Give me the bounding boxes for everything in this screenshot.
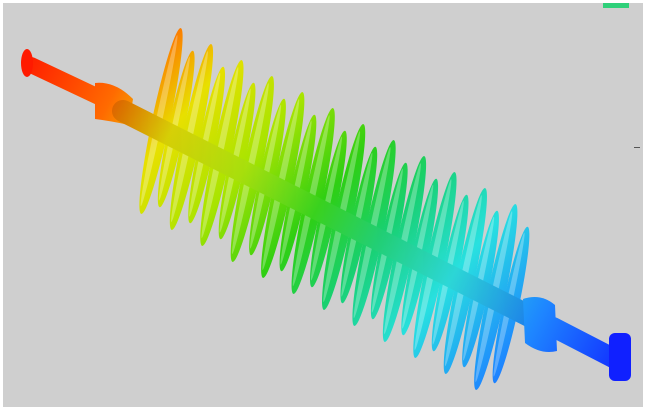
end-fitting-left <box>23 57 111 107</box>
core-shading <box>112 100 554 334</box>
3d-viewport[interactable] <box>3 3 643 407</box>
insulator-body <box>21 49 631 381</box>
end-cap-left <box>21 49 33 77</box>
status-indicator <box>603 3 629 8</box>
end-fitting-right <box>543 317 625 369</box>
end-cap-right <box>609 333 631 381</box>
insulator-render <box>21 28 631 390</box>
edge-marker <box>634 147 640 148</box>
collar-right <box>523 297 557 352</box>
